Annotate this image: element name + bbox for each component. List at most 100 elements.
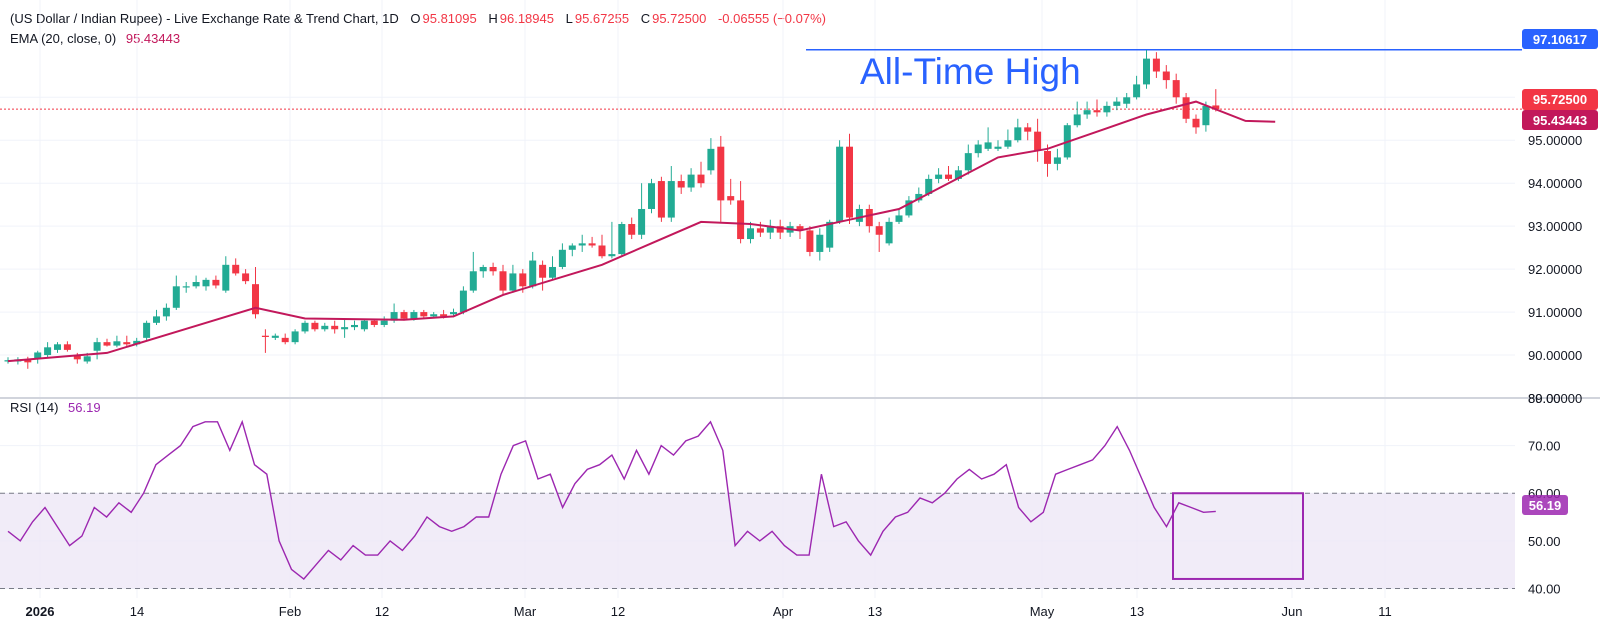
candle-body: [1044, 150, 1051, 164]
candle-body: [766, 226, 774, 233]
candle-body: [1073, 114, 1081, 126]
candle-body: [291, 331, 299, 343]
candle-body: [1143, 58, 1150, 85]
candle-body: [925, 178, 933, 194]
candle-body: [756, 228, 764, 233]
price-axis: 89.00000 90.00000 91.00000 92.00000 93.00000…: [1528, 90, 1582, 406]
ema-value: 95.43443: [125, 31, 181, 46]
rsi-badge-bg: [1522, 495, 1568, 515]
time-tick-label: 2026: [26, 604, 55, 619]
price-tick-label: 89.00000: [1528, 391, 1582, 406]
candle-body: [34, 352, 42, 359]
candle-body: [459, 290, 467, 313]
price-tick-label: 94.00000: [1528, 176, 1582, 191]
candle-body: [588, 243, 596, 246]
candle-body: [549, 266, 556, 278]
candle-body: [1182, 97, 1190, 119]
candle-body: [430, 314, 438, 317]
candle-body: [1172, 80, 1180, 98]
rsi-value: 56.19: [68, 400, 101, 415]
candle-body: [341, 327, 349, 330]
open-value: 95.81095: [422, 11, 477, 26]
time-tick-label: 12: [611, 604, 625, 619]
candle-body: [737, 200, 745, 240]
high-value: 96.18945: [499, 11, 554, 26]
candle-body: [974, 144, 982, 154]
symbol-title: (US Dollar / Indian Rupee) - Live Exchan…: [10, 11, 399, 26]
candle-body: [826, 221, 834, 248]
candle-body: [450, 312, 457, 315]
candle-body: [776, 226, 784, 233]
candle-body: [370, 320, 378, 325]
candle-body: [1004, 140, 1012, 147]
rsi-highlight-box: [1172, 492, 1304, 580]
candle-body: [954, 170, 962, 179]
rsi-tick-label: 70.00: [1528, 439, 1561, 454]
low-value: 95.67255: [574, 11, 630, 26]
candle-body: [667, 181, 675, 218]
time-tick-label: May: [1030, 604, 1055, 619]
candle-body: [1014, 127, 1022, 141]
candle-body: [222, 264, 230, 291]
time-tick-label: 12: [375, 604, 389, 619]
candle-body: [252, 284, 259, 315]
price-legend: (US Dollar / Indian Rupee) - Live Exchan…: [10, 11, 826, 26]
price-tick-label: 92.00000: [1528, 262, 1582, 277]
candle-body: [331, 325, 339, 330]
candle-body: [54, 344, 61, 350]
candle-body: [271, 335, 279, 338]
candle-body: [855, 208, 863, 222]
ema-line: [7, 100, 1276, 363]
close-value: 95.72500: [652, 11, 707, 26]
candle-body: [697, 174, 705, 184]
candle-body: [846, 146, 853, 218]
candle-body: [489, 266, 497, 272]
time-tick-label: Apr: [773, 604, 794, 619]
candle-body: [1192, 118, 1200, 128]
ath-badge-bg: [1522, 29, 1598, 49]
candle-body: [360, 320, 368, 330]
candle-body: [113, 341, 121, 346]
candle-body: [499, 271, 507, 291]
close-badge-bg: [1522, 89, 1598, 110]
ath-badge: 97.10617: [1533, 32, 1587, 47]
candle-body: [123, 342, 131, 345]
candle-body: [261, 335, 269, 337]
candle-body: [895, 215, 903, 222]
candle-body: [915, 193, 923, 201]
candle-body: [994, 146, 1002, 149]
candle-body: [935, 174, 943, 179]
candle-body: [83, 356, 91, 362]
candle-body: [529, 260, 537, 287]
low-label: L: [565, 11, 573, 26]
candle-body: [93, 342, 101, 351]
candle-body: [747, 228, 754, 240]
candle-body: [192, 282, 200, 287]
candle-body: [816, 234, 824, 252]
candle-body: [143, 322, 151, 338]
candle-body: [836, 146, 844, 222]
candle-body: [608, 254, 616, 257]
candle-body: [885, 221, 893, 244]
candle-body: [172, 286, 180, 308]
candle-body: [865, 208, 873, 227]
candle-body: [73, 355, 81, 360]
ema-legend: EMA (20, close, 0) 95.43443: [10, 31, 180, 46]
candle-body: [133, 340, 141, 345]
rsi-tick-label: 50.00: [1528, 534, 1561, 549]
close-label: C: [640, 11, 651, 26]
candle-body: [1162, 71, 1170, 81]
rsi-tick-label: 40.00: [1528, 581, 1561, 596]
candle-body: [281, 337, 289, 343]
candle-body: [539, 264, 547, 278]
candle-body: [687, 174, 695, 188]
candle-body: [638, 208, 646, 235]
price-badges: 97.10617 95.72500 95.43443 56.19: [1522, 29, 1598, 515]
candle-body: [519, 273, 527, 287]
candle-body: [400, 312, 408, 319]
candle-body: [1083, 110, 1091, 115]
candle-body: [479, 266, 487, 272]
time-tick-label: Mar: [514, 604, 537, 619]
candle-body: [212, 279, 220, 286]
